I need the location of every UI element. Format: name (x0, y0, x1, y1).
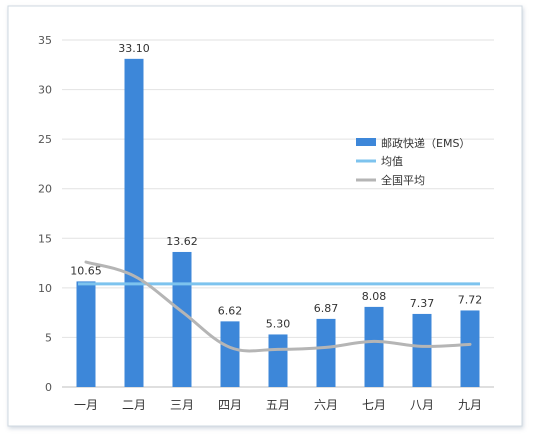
y-tick-label: 15 (38, 232, 52, 245)
x-tick-label: 五月 (266, 398, 290, 412)
x-tick-label: 一月 (74, 398, 98, 412)
bar-value-label: 7.72 (458, 293, 483, 306)
legend-label-ems: 邮政快递（EMS） (381, 136, 470, 150)
bar (124, 58, 144, 387)
x-tick-label: 四月 (218, 398, 242, 412)
x-tick-label: 八月 (410, 398, 434, 412)
national-average-line (84, 260, 472, 353)
y-tick-label: 0 (45, 381, 52, 394)
x-tick-label: 六月 (314, 398, 338, 412)
y-tick-label: 30 (38, 84, 52, 97)
bar (412, 313, 432, 387)
x-tick-label: 九月 (458, 398, 482, 412)
x-tick-label: 二月 (122, 398, 146, 412)
bar (268, 334, 288, 387)
bar-series (76, 58, 480, 387)
bar (460, 310, 480, 387)
legend-label-mean: 均值 (381, 155, 403, 168)
y-tick-label: 35 (38, 34, 52, 47)
bar-value-label: 6.87 (314, 302, 339, 315)
y-tick-label: 10 (38, 282, 52, 295)
bar (172, 251, 192, 387)
legend-label-national: 全国平均 (381, 173, 425, 187)
y-tick-label: 20 (38, 183, 52, 196)
bar-value-label: 33.10 (118, 42, 150, 55)
line-series (78, 260, 480, 353)
legend: 邮政快递（EMS） 均值 全国平均 (356, 136, 470, 187)
bar-value-label: 6.62 (218, 304, 243, 317)
y-tick-label: 5 (45, 331, 52, 344)
bar (364, 306, 384, 387)
data-labels: 10.65 33.10 13.62 6.62 5.30 6.87 8.08 7.37 7.72 (70, 42, 482, 331)
bar-value-label: 13.62 (166, 235, 198, 248)
bar-value-label: 7.37 (410, 297, 435, 310)
bar-value-label: 10.65 (70, 264, 102, 277)
bar (316, 318, 336, 387)
x-axis: 一月 二月 三月 四月 五月 六月 七月 八月 九月 (74, 398, 482, 412)
bar-value-label: 8.08 (362, 290, 387, 303)
x-tick-label: 三月 (170, 398, 194, 412)
bar (76, 281, 96, 387)
bar-value-label: 5.30 (266, 317, 291, 330)
y-axis: 0 5 10 15 20 25 30 35 (38, 34, 52, 394)
y-tick-label: 25 (38, 133, 52, 146)
x-tick-label: 七月 (362, 398, 386, 412)
legend-swatch-ems (356, 138, 376, 146)
bar (220, 321, 240, 387)
